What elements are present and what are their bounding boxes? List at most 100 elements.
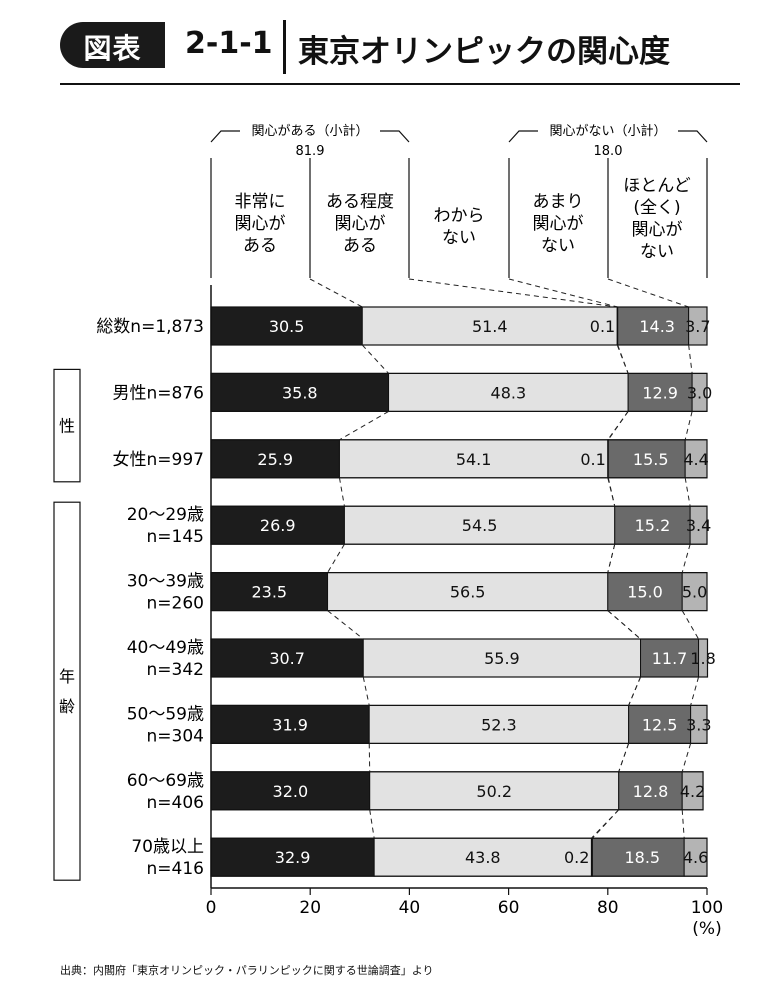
x-axis-unit: (%) bbox=[692, 919, 721, 939]
series-header: ない bbox=[442, 228, 476, 248]
bar-segment bbox=[327, 572, 609, 612]
bar-segment bbox=[369, 771, 620, 811]
figure-badge-text: 図表 bbox=[83, 32, 142, 65]
data-label: 4.4 bbox=[683, 450, 708, 469]
connector-line bbox=[681, 809, 685, 839]
series-header: 関心が bbox=[335, 214, 386, 234]
category-label: 60～69歳 bbox=[127, 771, 204, 791]
x-tick-label: 80 bbox=[597, 898, 619, 918]
connector-line bbox=[309, 278, 363, 308]
category-label: n=342 bbox=[147, 660, 204, 680]
connector-line bbox=[327, 543, 345, 573]
summary-bracket-left bbox=[210, 130, 240, 143]
bar-segment bbox=[607, 572, 683, 612]
connector-line bbox=[592, 809, 620, 839]
category-label: n=406 bbox=[147, 793, 204, 813]
category-label: 30～39歳 bbox=[127, 572, 204, 592]
connector-line bbox=[338, 477, 345, 507]
bar-segment bbox=[362, 638, 642, 678]
category-label: 70歳以上 bbox=[131, 837, 204, 857]
connector-line bbox=[684, 477, 691, 507]
summary-value: 18.0 bbox=[594, 144, 623, 159]
series-header: わから bbox=[434, 206, 485, 226]
data-label: 15.0 bbox=[627, 583, 663, 602]
data-label: 32.0 bbox=[273, 782, 309, 801]
x-tick-label: 0 bbox=[206, 898, 217, 918]
data-label: 26.9 bbox=[260, 516, 296, 535]
category-label: 総数n=1,873 bbox=[96, 317, 204, 337]
series-header: ある bbox=[243, 236, 277, 256]
series-header: ある程度 bbox=[326, 192, 394, 212]
data-label: 0.1 bbox=[590, 317, 615, 336]
data-label: 12.5 bbox=[642, 715, 678, 734]
connector-line bbox=[369, 809, 375, 839]
category-label: n=416 bbox=[147, 859, 204, 879]
summary-bracket-left bbox=[508, 130, 538, 143]
summary-label: 関心がある（小計） bbox=[251, 123, 368, 139]
data-label: 4.6 bbox=[683, 848, 708, 867]
category-label: 20～29歳 bbox=[127, 505, 204, 525]
series-header: ない bbox=[541, 236, 575, 256]
data-label: 23.5 bbox=[251, 583, 287, 602]
data-label: 35.8 bbox=[282, 383, 318, 402]
figure-title: 東京オリンピックの関心度 bbox=[298, 34, 670, 70]
data-label: 56.5 bbox=[450, 583, 486, 602]
connector-line bbox=[618, 743, 630, 772]
bar-segment bbox=[338, 439, 609, 479]
x-tick-label: 100 bbox=[691, 898, 723, 918]
series-header: 関心が bbox=[235, 214, 286, 234]
data-label: 14.3 bbox=[639, 317, 675, 336]
connector-line bbox=[681, 743, 692, 772]
group-box bbox=[53, 368, 81, 483]
summary-value: 81.9 bbox=[296, 144, 325, 159]
data-label: 3.0 bbox=[687, 383, 712, 402]
data-label: 51.4 bbox=[472, 317, 508, 336]
data-label: 48.3 bbox=[491, 383, 527, 402]
series-header: ない bbox=[640, 242, 674, 262]
bar-segment bbox=[210, 505, 345, 545]
data-label: 32.9 bbox=[275, 848, 311, 867]
connector-line bbox=[362, 676, 370, 706]
data-label: 15.2 bbox=[635, 516, 671, 535]
source-note: 出典：内閣府「東京オリンピック・パラリンピックに関する世論調査」より bbox=[60, 964, 434, 977]
data-label: 12.8 bbox=[633, 782, 669, 801]
bar-segment bbox=[618, 771, 683, 811]
group-label: 性 bbox=[59, 417, 75, 436]
data-label: 30.5 bbox=[269, 317, 305, 336]
connector-line bbox=[607, 477, 616, 507]
series-header: あまり bbox=[533, 192, 584, 212]
series-header: 関心が bbox=[533, 214, 584, 234]
connector-line bbox=[681, 610, 700, 640]
connector-line bbox=[408, 278, 618, 308]
connector-line bbox=[684, 411, 693, 440]
data-label: 52.3 bbox=[481, 715, 517, 734]
connector-line bbox=[628, 676, 641, 706]
data-label: 3.7 bbox=[685, 317, 710, 336]
data-label: 55.9 bbox=[484, 649, 520, 668]
connector-line bbox=[688, 344, 693, 374]
figure-header: 図表 2-1-1 東京オリンピックの関心度 bbox=[0, 0, 775, 100]
data-label: 0.1 bbox=[580, 450, 605, 469]
data-label: 50.2 bbox=[476, 782, 512, 801]
connector-line bbox=[607, 544, 616, 573]
series-header: 非常に bbox=[235, 192, 286, 212]
connector-line bbox=[607, 278, 689, 308]
connector-line bbox=[607, 610, 641, 640]
data-label: 54.1 bbox=[456, 450, 492, 469]
bar-segment bbox=[343, 505, 616, 545]
connector-line bbox=[617, 344, 629, 374]
data-label: 3.4 bbox=[686, 516, 711, 535]
x-tick-label: 20 bbox=[299, 898, 321, 918]
data-label: 4.2 bbox=[680, 782, 705, 801]
category-label: 40～49歳 bbox=[127, 638, 204, 658]
series-header: ほとんど bbox=[623, 176, 691, 196]
data-label: 3.3 bbox=[686, 715, 711, 734]
category-label: n=304 bbox=[147, 726, 204, 746]
bar-segment bbox=[361, 306, 618, 346]
figure-badge: 図表 bbox=[60, 22, 165, 68]
category-label: n=260 bbox=[147, 594, 204, 614]
connector-line bbox=[339, 410, 389, 441]
category-label: 女性n=997 bbox=[113, 450, 204, 470]
group-label: 齢 bbox=[59, 697, 75, 716]
